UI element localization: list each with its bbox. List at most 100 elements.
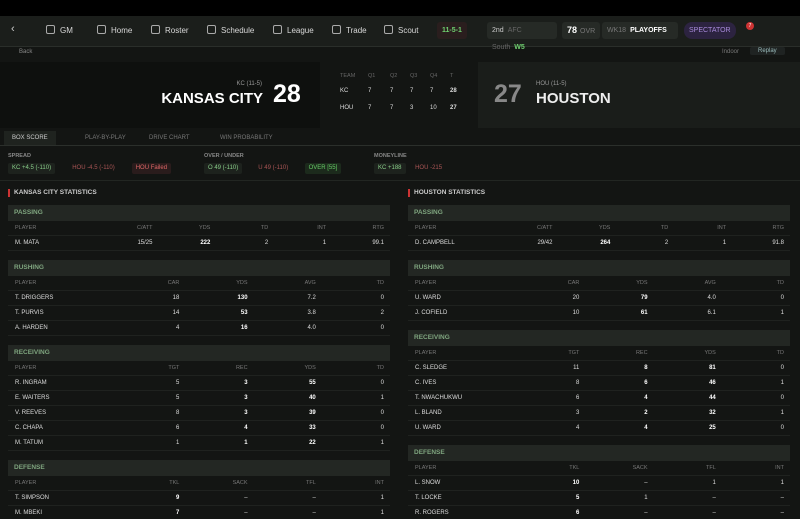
column-header: INT [775, 465, 784, 471]
player-name[interactable]: C. SLEDGE [415, 365, 448, 371]
tab[interactable]: WIN PROBABILITY [220, 135, 273, 141]
stat-cell: 3.8 [307, 310, 316, 316]
player-name[interactable]: T. PURVIS [15, 310, 44, 316]
stat-cell: 61 [640, 310, 648, 316]
rank: 2nd [492, 27, 504, 34]
player-name[interactable]: T. NWACHUKWU [415, 395, 463, 401]
nav-item[interactable]: Schedule [207, 25, 254, 35]
stat-cell: 33 [309, 425, 316, 431]
linescore-header: Q4 [430, 73, 438, 79]
player-name[interactable]: T. DRIGGERS [15, 295, 54, 301]
rank-chip: 2nd AFC South W5 [487, 22, 557, 51]
player-name[interactable]: U. WARD [415, 425, 441, 431]
stat-cell: 79 [640, 295, 648, 301]
player-row: L. BLAND 3 2 32 1 [408, 406, 790, 421]
stat-cell: 0 [780, 365, 784, 371]
nav-item[interactable]: Roster [151, 25, 189, 35]
nav-item[interactable]: League [273, 25, 314, 35]
mode[interactable]: SPECTATOR [684, 22, 736, 39]
column-header: YDS [304, 365, 316, 371]
linescore-cell: 7 [430, 88, 434, 94]
back-link[interactable]: Back [19, 49, 33, 55]
column-header: TD [776, 350, 784, 356]
column-header: PLAYER [15, 480, 37, 486]
stats-marker [408, 189, 410, 197]
stat-cell: 10 [572, 480, 580, 486]
stat-cell: 1 [712, 480, 716, 486]
player-row: T. SIMPSON 9 – – 1 [8, 491, 390, 506]
player-name[interactable]: T. SIMPSON [15, 495, 50, 501]
stat-cell: 91.8 [772, 240, 784, 246]
player-name[interactable]: T. LOCKE [415, 495, 442, 501]
bet-label: SPREAD [8, 153, 31, 159]
player-name[interactable]: U. WARD [415, 295, 441, 301]
bet-line: OVER [55] [304, 163, 342, 174]
column-header: C/ATT [137, 225, 153, 231]
stat-cell: 4.0 [707, 295, 716, 301]
top-bar [0, 0, 800, 16]
stat-cell: 39 [309, 410, 316, 416]
tab[interactable]: DRIVE CHART [149, 135, 190, 141]
player-name[interactable]: R. INGRAM [15, 380, 47, 386]
column-header: INT [375, 480, 384, 486]
stat-cell: 1 [322, 240, 327, 246]
column-header: TFL [306, 480, 316, 486]
player-name[interactable]: C. IVES [415, 380, 437, 386]
linescore-cell: KC [340, 88, 349, 94]
player-name[interactable]: C. CHAPA [15, 425, 43, 431]
stat-cell: 4 [644, 425, 648, 431]
linescore-cell: 7 [410, 88, 414, 94]
bet-divider [0, 180, 800, 181]
column-header: SACK [632, 465, 648, 471]
stat-cell: – [644, 480, 648, 486]
column-header: PLAYER [15, 225, 37, 231]
stat-cell: 0 [380, 295, 384, 301]
ovr-label: OVR [580, 28, 596, 35]
player-name[interactable]: L. BLAND [415, 410, 442, 416]
column-header-row: PLAYER TKL SACK TFL INT [8, 476, 390, 491]
player-name[interactable]: M. MBEKI [15, 510, 43, 516]
stat-cell: 1 [644, 495, 648, 501]
nav-bar: ‹ GM Home Roster Schedule League Trade Scout 11… [0, 16, 800, 51]
bet-line: KC +4.5 (-110) [8, 163, 56, 174]
player-name[interactable]: A. HARDEN [15, 325, 48, 331]
player-name[interactable]: M. TATUM [15, 440, 43, 446]
stat-cell: 8 [176, 410, 180, 416]
player-name[interactable]: D. CAMPBELL [415, 240, 455, 246]
stat-cell: 20 [572, 295, 580, 301]
streak: W5 [514, 44, 525, 51]
player-name[interactable]: R. ROGERS [415, 510, 449, 516]
stat-cell: 0 [780, 295, 784, 301]
notifications[interactable]: 7 [746, 22, 754, 30]
bet-line: U 49 (-110) [258, 165, 289, 171]
nav-item[interactable]: Scout [384, 25, 418, 35]
nav-item[interactable]: Trade [332, 25, 367, 35]
stat-cell: 9 [176, 495, 180, 501]
nav-item[interactable]: Home [97, 25, 132, 35]
column-header: C/ATT [537, 225, 553, 231]
tab[interactable]: BOX SCORE [4, 131, 56, 145]
player-name[interactable]: L. SNOW [415, 480, 441, 486]
column-header: TFL [706, 465, 716, 471]
section-header: RECEIVING [408, 330, 790, 346]
stat-cell: 1 [780, 310, 784, 316]
linescore-cell: 7 [390, 88, 394, 94]
player-name[interactable]: J. COFIELD [415, 310, 448, 316]
away-name: KANSAS CITY [161, 90, 263, 107]
tab[interactable]: PLAY-BY-PLAY [85, 135, 126, 141]
stat-cell: – [712, 495, 716, 501]
player-name[interactable]: V. REEVES [15, 410, 47, 416]
player-row: U. WARD 20 79 4.0 0 [408, 291, 790, 306]
player-name[interactable]: M. MATA [15, 240, 40, 246]
column-header: REC [235, 365, 248, 371]
replay-button[interactable]: Replay [750, 47, 785, 55]
stat-cell: 2 [644, 410, 648, 416]
bet-line: O 49 (-110) [204, 163, 243, 174]
nav-item[interactable]: GM [46, 25, 73, 35]
player-name[interactable]: E. WAITERS [15, 395, 50, 401]
week-chip[interactable]: WK18 PLAYOFFS [602, 22, 678, 39]
column-header-row: PLAYER TKL SACK TFL INT [408, 461, 790, 476]
nav-back-arrow[interactable]: ‹ [11, 23, 15, 35]
stat-cell: – [780, 495, 784, 501]
